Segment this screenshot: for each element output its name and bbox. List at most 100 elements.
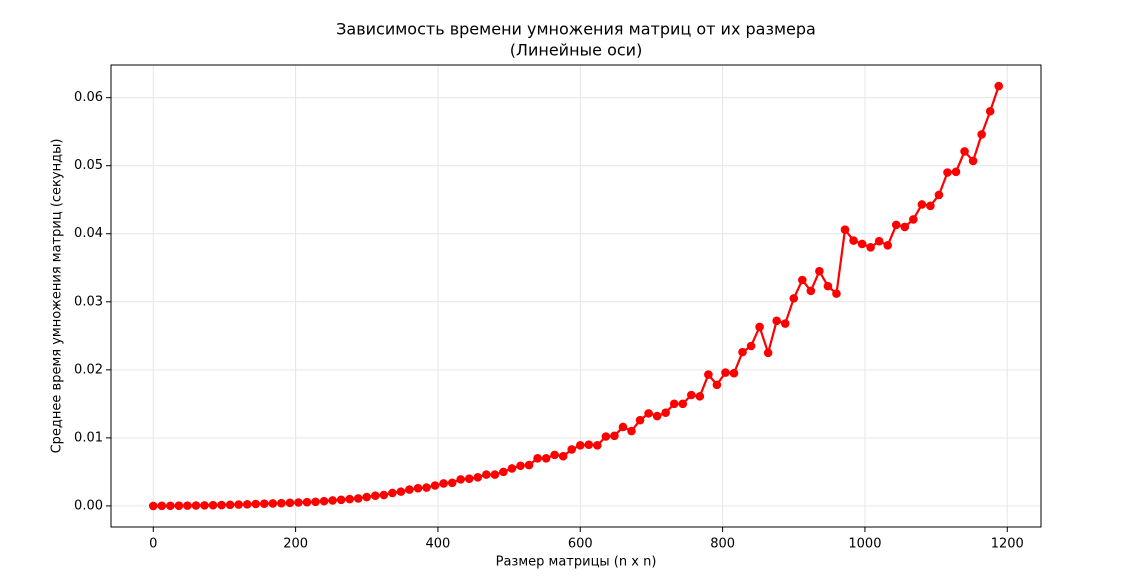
point — [319, 496, 329, 506]
x-tick-label: 200 — [283, 537, 308, 552]
point — [909, 215, 918, 224]
point — [148, 501, 158, 511]
point — [593, 441, 602, 450]
point — [550, 450, 559, 460]
point — [926, 201, 935, 211]
y-tick-label: 0.01 — [74, 430, 103, 445]
point — [823, 281, 833, 291]
point — [234, 500, 243, 509]
point — [746, 341, 756, 351]
point — [985, 106, 995, 116]
point — [669, 399, 679, 409]
point — [490, 470, 500, 479]
y-tick-label: 0.04 — [74, 226, 103, 241]
point — [242, 499, 252, 509]
point — [558, 451, 568, 461]
x-tick-label: 600 — [568, 537, 593, 552]
x-tick-label: 1200 — [991, 537, 1024, 552]
point — [268, 499, 278, 508]
point — [499, 467, 508, 477]
point — [362, 492, 372, 502]
point — [541, 453, 551, 463]
x-tick-label: 1000 — [848, 537, 881, 552]
point — [396, 487, 406, 496]
point — [695, 392, 705, 401]
point — [772, 316, 781, 326]
point — [217, 500, 226, 510]
point — [225, 500, 235, 510]
point — [943, 168, 952, 177]
point — [806, 286, 816, 296]
point — [251, 499, 261, 509]
point — [610, 431, 619, 441]
point — [371, 491, 380, 501]
point — [584, 440, 594, 449]
point — [422, 483, 431, 492]
y-tick-label: 0.00 — [74, 498, 103, 513]
point — [516, 461, 525, 471]
point — [977, 130, 986, 139]
point — [157, 501, 167, 511]
y-tick-label: 0.02 — [74, 362, 103, 377]
point — [601, 432, 611, 441]
point — [729, 368, 739, 378]
point — [763, 348, 773, 358]
x-axis-label: Размер матрицы (n x n) — [496, 555, 657, 570]
point — [849, 236, 858, 245]
point — [174, 501, 184, 511]
point — [968, 156, 978, 166]
point — [328, 496, 337, 505]
point — [798, 275, 807, 285]
point — [208, 500, 218, 510]
point — [652, 411, 662, 421]
point — [644, 409, 653, 418]
chart-subtitle: (Линейные оси) — [510, 41, 643, 60]
point — [874, 236, 884, 246]
y-tick-label: 0.06 — [74, 90, 103, 105]
point — [405, 485, 414, 494]
point — [447, 478, 457, 488]
point — [294, 498, 303, 507]
point — [473, 473, 483, 482]
point — [704, 370, 713, 379]
point — [533, 453, 542, 463]
point — [994, 81, 1004, 91]
point — [567, 445, 577, 454]
point — [200, 501, 209, 510]
y-axis-label: Среднее время умножения матриц (секунды) — [50, 139, 65, 454]
point — [951, 167, 961, 177]
point — [635, 415, 645, 425]
point — [678, 399, 688, 409]
point — [661, 408, 670, 417]
point — [883, 241, 893, 250]
plot-frame — [110, 64, 1042, 528]
x-tick-label: 400 — [426, 537, 451, 552]
point — [345, 494, 354, 504]
point — [413, 483, 423, 493]
point — [900, 222, 910, 232]
point — [712, 380, 722, 390]
x-tick-label: 800 — [710, 537, 735, 552]
point — [183, 501, 192, 510]
point — [755, 322, 764, 332]
point — [191, 501, 201, 510]
point — [277, 498, 286, 508]
point — [311, 497, 320, 507]
point — [686, 390, 696, 400]
point — [336, 495, 346, 505]
point — [482, 470, 491, 479]
point — [780, 319, 790, 328]
point — [960, 147, 969, 156]
point — [379, 490, 389, 500]
point — [456, 475, 466, 484]
point — [259, 499, 269, 508]
point — [857, 239, 867, 249]
chart-title: Зависимость времени умножения матриц от … — [336, 20, 816, 39]
point — [866, 243, 875, 252]
series-line — [153, 85, 1000, 508]
point — [738, 347, 747, 357]
point — [285, 498, 295, 508]
point — [166, 501, 175, 511]
y-tick-label: 0.03 — [74, 294, 103, 309]
